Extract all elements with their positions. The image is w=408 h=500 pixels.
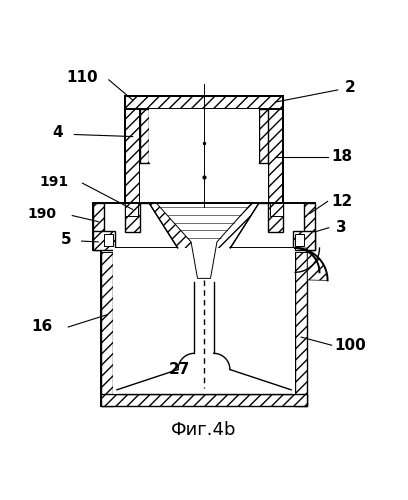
Bar: [93, 204, 104, 250]
Bar: [113, 248, 295, 394]
Bar: [125, 204, 140, 232]
Polygon shape: [295, 248, 328, 280]
Text: 191: 191: [40, 175, 69, 189]
Bar: [295, 234, 304, 246]
Bar: [101, 248, 307, 406]
Bar: [304, 204, 315, 250]
Bar: [104, 234, 113, 246]
Bar: [93, 230, 115, 250]
Bar: [93, 204, 315, 250]
Text: 110: 110: [67, 70, 98, 86]
Bar: [140, 163, 268, 203]
Text: 12: 12: [331, 194, 353, 209]
Bar: [101, 394, 307, 406]
Text: 5: 5: [61, 232, 71, 246]
Text: 3: 3: [337, 220, 347, 235]
Bar: [259, 109, 268, 204]
Text: 27: 27: [169, 362, 191, 377]
Text: Фиг.4b: Фиг.4b: [171, 422, 237, 440]
Text: 100: 100: [334, 338, 366, 352]
Bar: [125, 204, 138, 216]
Bar: [270, 204, 283, 216]
Bar: [295, 248, 307, 406]
Bar: [140, 109, 149, 204]
Bar: [268, 96, 283, 204]
Bar: [101, 248, 307, 252]
Text: 18: 18: [331, 150, 353, 164]
Bar: [125, 96, 140, 204]
Text: 4: 4: [53, 125, 63, 140]
Bar: [125, 96, 283, 204]
Text: 2: 2: [344, 80, 355, 96]
Polygon shape: [157, 204, 251, 279]
Bar: [293, 230, 315, 250]
Bar: [125, 96, 283, 109]
Text: 16: 16: [31, 320, 53, 334]
Polygon shape: [149, 204, 259, 282]
Bar: [268, 204, 283, 232]
Bar: [101, 248, 113, 406]
Text: 190: 190: [27, 206, 56, 220]
Bar: [149, 109, 259, 204]
